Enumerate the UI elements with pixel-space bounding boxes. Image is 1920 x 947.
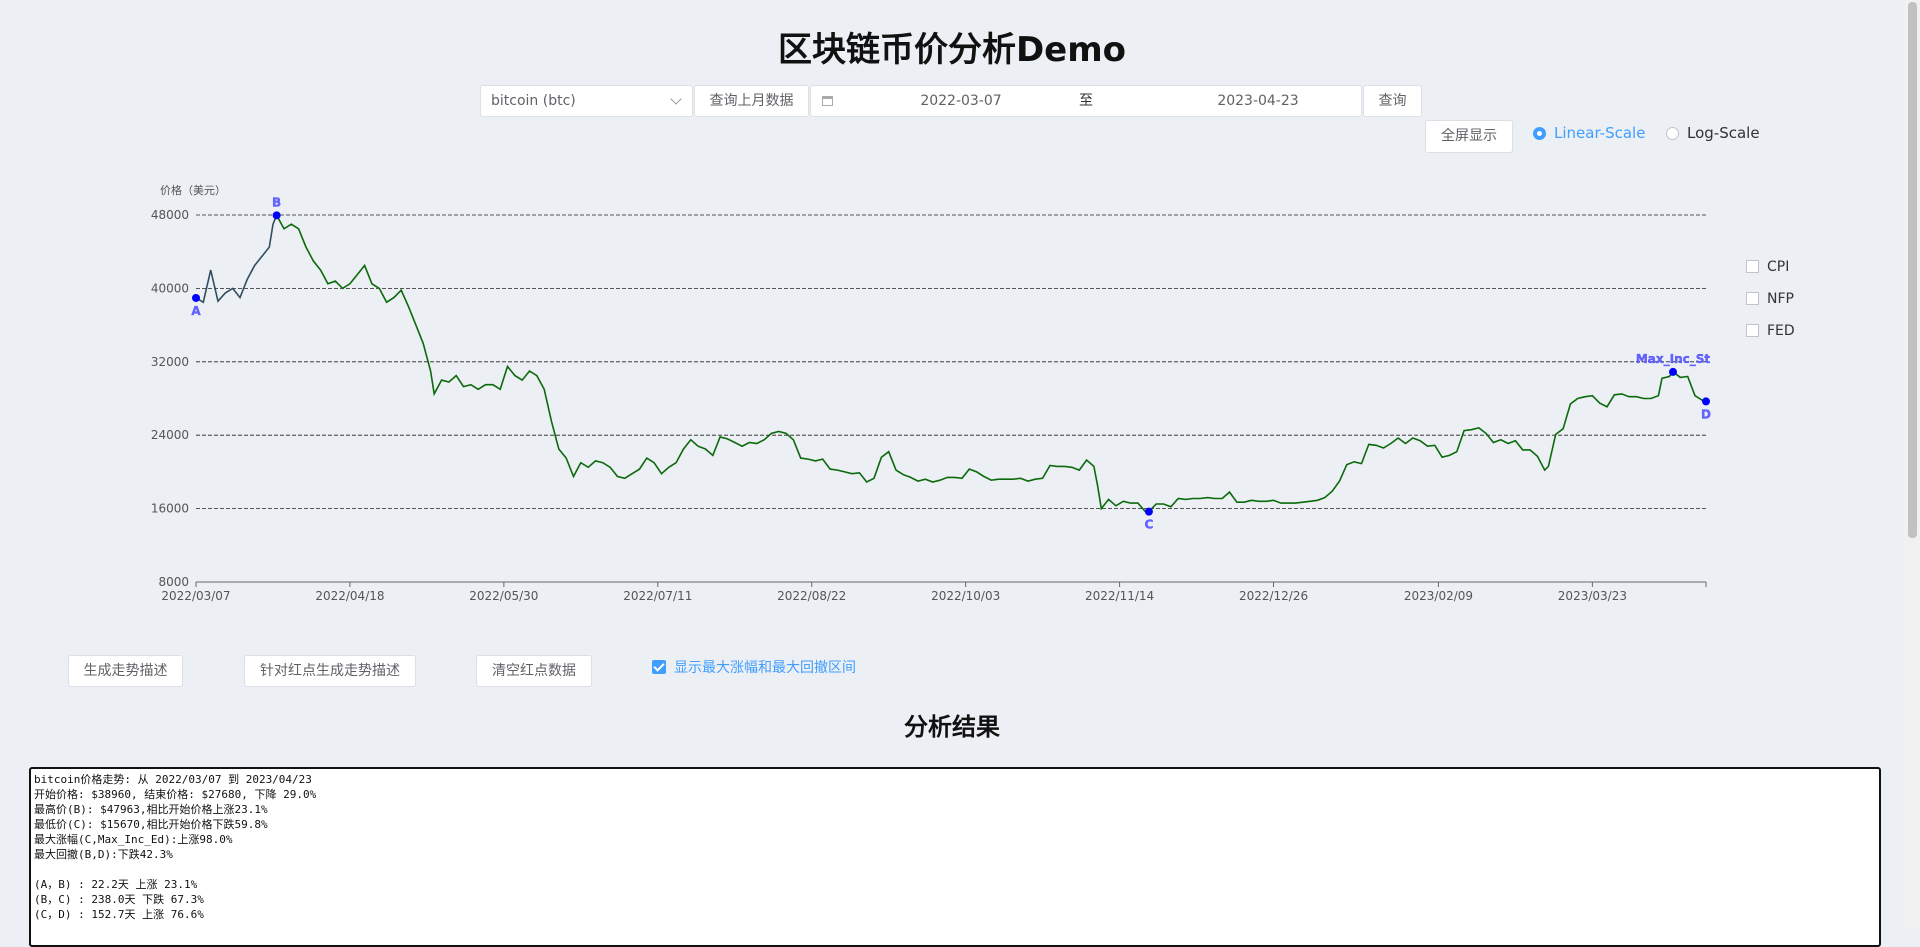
marker-point bbox=[1144, 507, 1153, 516]
result-line: (B，C) : 238.0天 下跌 67.3% bbox=[34, 893, 204, 906]
result-line: (A，B) : 22.2天 上涨 23.1% bbox=[34, 878, 198, 891]
y-tick-label: 40000 bbox=[151, 281, 189, 295]
result-line: 最大回撤(B,D):下跌42.3% bbox=[34, 848, 173, 861]
checkbox-icon bbox=[1746, 324, 1759, 337]
generate-red-trend-button[interactable]: 针对红点生成走势描述 bbox=[244, 655, 416, 687]
marker-point bbox=[1702, 397, 1710, 406]
x-tick-label: 2022/03/07 bbox=[161, 589, 230, 603]
fullscreen-button[interactable]: 全屏显示 bbox=[1425, 120, 1513, 153]
y-tick-label: 48000 bbox=[151, 208, 189, 222]
x-tick-label: 2023/02/09 bbox=[1404, 589, 1473, 603]
x-tick-label: 2022/05/30 bbox=[469, 589, 538, 603]
y-tick-label: 16000 bbox=[151, 502, 189, 516]
calendar-icon bbox=[822, 96, 833, 106]
result-line: 最高价(B): $47963,相比开始价格上涨23.1% bbox=[34, 803, 268, 816]
date-separator: 至 bbox=[1079, 93, 1093, 109]
x-tick-label: 2022/12/26 bbox=[1239, 589, 1308, 603]
log-scale-radio[interactable]: Log-Scale bbox=[1666, 124, 1760, 142]
x-tick-label: 2022/10/03 bbox=[931, 589, 1000, 603]
start-date-input[interactable]: 2022-03-07 bbox=[920, 93, 1002, 109]
y-tick-label: 24000 bbox=[151, 428, 189, 442]
marker-label: C bbox=[1145, 518, 1154, 532]
radio-empty-icon bbox=[1666, 127, 1679, 140]
scrollbar-thumb[interactable] bbox=[1908, 2, 1917, 538]
radio-selected-icon bbox=[1533, 127, 1546, 140]
result-line bbox=[34, 862, 1876, 877]
x-tick-label: 2022/07/11 bbox=[623, 589, 692, 603]
date-range-picker[interactable]: 2022-03-07 至 2023-04-23 bbox=[810, 85, 1362, 117]
coin-select[interactable]: bitcoin (btc) bbox=[480, 85, 693, 117]
x-tick-label: 2023/03/23 bbox=[1558, 589, 1627, 603]
generate-trend-button[interactable]: 生成走势描述 bbox=[68, 655, 183, 687]
price-line-ab-segment bbox=[195, 215, 278, 304]
legend-label-cpi: CPI bbox=[1767, 259, 1790, 275]
page-scrollbar[interactable] bbox=[1904, 0, 1920, 929]
y-axis-label: 价格（美元） bbox=[160, 183, 226, 197]
x-tick-label: 2022/04/18 bbox=[315, 589, 384, 603]
result-title: 分析结果 bbox=[904, 713, 1000, 741]
marker-label: B bbox=[272, 195, 281, 209]
log-scale-label: Log-Scale bbox=[1687, 124, 1760, 142]
result-line: 开始价格: $38960, 结束价格: $27680, 下降 29.0% bbox=[34, 788, 317, 801]
marker-point bbox=[1669, 367, 1678, 376]
legend-item-cpi[interactable]: CPI bbox=[1746, 259, 1789, 275]
marker-label: A bbox=[191, 304, 201, 318]
y-tick-label: 8000 bbox=[158, 575, 189, 589]
analysis-result-textarea[interactable]: bitcoin价格走势: 从 2022/03/07 到 2023/04/23 开… bbox=[29, 767, 1881, 947]
page-title: 区块链币价分析Demo bbox=[777, 30, 1127, 70]
x-tick-label: 2022/08/22 bbox=[777, 589, 846, 603]
last-month-button[interactable]: 查询上月数据 bbox=[694, 85, 809, 117]
marker-label: D bbox=[1701, 407, 1711, 421]
linear-scale-label: Linear-Scale bbox=[1554, 124, 1646, 142]
linear-scale-radio[interactable]: Linear-Scale bbox=[1533, 124, 1645, 142]
clear-red-points-button[interactable]: 清空红点数据 bbox=[476, 655, 592, 687]
checkbox-checked-icon bbox=[652, 660, 666, 674]
coin-select-value: bitcoin (btc) bbox=[491, 93, 576, 109]
marker-point bbox=[272, 211, 281, 220]
result-line: 最大涨幅(C,Max_Inc_Ed):上涨98.0% bbox=[34, 833, 233, 846]
result-line: 最低价(C): $15670,相比开始价格下跌59.8% bbox=[34, 818, 268, 831]
checkbox-icon bbox=[1746, 260, 1759, 273]
legend-label-fed: FED bbox=[1767, 323, 1795, 339]
price-line bbox=[275, 214, 1707, 513]
marker-label: Max_Inc_St bbox=[1636, 352, 1711, 367]
show-range-checkbox[interactable]: 显示最大涨幅和最大回撤区间 bbox=[652, 659, 856, 677]
x-tick-label: 2022/11/14 bbox=[1085, 589, 1154, 603]
y-tick-label: 32000 bbox=[151, 355, 189, 369]
legend-item-nfp[interactable]: NFP bbox=[1746, 291, 1794, 307]
price-chart[interactable]: 价格（美元） 8000 16000 24000 32000 40000 48000 2022/… bbox=[0, 0, 1920, 620]
show-range-label: 显示最大涨幅和最大回撤区间 bbox=[674, 660, 856, 676]
checkbox-icon bbox=[1746, 292, 1759, 305]
legend-label-nfp: NFP bbox=[1767, 291, 1794, 307]
marker-point bbox=[192, 293, 200, 302]
legend-item-fed[interactable]: FED bbox=[1746, 323, 1795, 339]
result-line: bitcoin价格走势: 从 2022/03/07 到 2023/04/23 bbox=[34, 773, 312, 786]
result-line: (C，D) : 152.7天 上涨 76.6% bbox=[34, 908, 204, 921]
end-date-input[interactable]: 2023-04-23 bbox=[1217, 93, 1299, 109]
query-button[interactable]: 查询 bbox=[1363, 85, 1422, 117]
